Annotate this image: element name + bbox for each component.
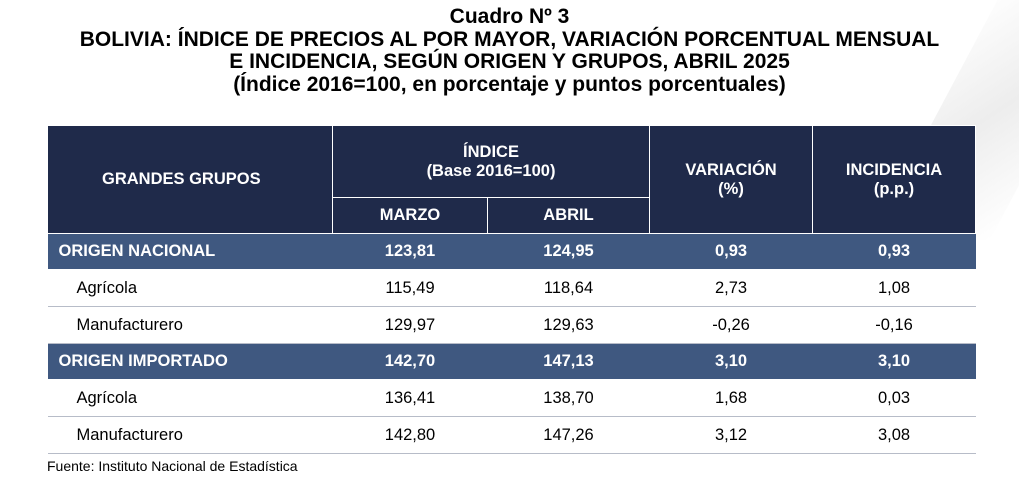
row-abril: 129,63: [487, 306, 650, 344]
table-title-line-2: E INCIDENCIA, SEGÚN ORIGEN Y GRUPOS, ABR…: [229, 50, 790, 73]
price-index-table: GRANDES GRUPOS ÍNDICE (Base 2016=100) VA…: [47, 125, 977, 454]
row-incidencia: 1,08: [812, 269, 976, 307]
header-abril: ABRIL: [486, 197, 651, 234]
row-variacion: 1,68: [649, 379, 813, 417]
table-row: Manufacturero 142,80 147,26 3,12 3,08: [47, 416, 976, 454]
row-abril: 124,95: [487, 233, 650, 270]
row-incidencia: -0,16: [812, 306, 976, 344]
row-marzo: 142,70: [332, 343, 488, 380]
header-variacion-title: VARIACIÓN: [685, 160, 777, 179]
header-variacion-unit: (%): [718, 179, 744, 198]
row-name: Manufacturero: [47, 416, 333, 454]
row-marzo: 123,81: [332, 233, 488, 270]
header-variacion: VARIACIÓN (%): [649, 125, 814, 234]
row-abril: 147,26: [487, 416, 650, 454]
row-incidencia: 3,08: [812, 416, 976, 454]
row-name: Agrícola: [47, 269, 333, 307]
row-variacion: 0,93: [649, 233, 813, 270]
row-variacion: -0,26: [649, 306, 813, 344]
row-abril: 138,70: [487, 379, 650, 417]
table-title-line-1: BOLIVIA: ÍNDICE DE PRECIOS AL POR MAYOR,…: [79, 27, 940, 51]
header-marzo: MARZO: [332, 197, 488, 234]
header-indice-base: (Base 2016=100): [426, 161, 556, 180]
row-name: Manufacturero: [47, 306, 333, 344]
row-incidencia: 3,10: [812, 343, 976, 380]
header-indice-title: ÍNDICE: [463, 142, 519, 161]
row-name: ORIGEN NACIONAL: [47, 233, 333, 270]
source-note: Fuente: Instituto Nacional de Estadístic…: [47, 458, 298, 474]
row-abril: 118,64: [487, 269, 650, 307]
table-row: Manufacturero 129,97 129,63 -0,26 -0,16: [47, 306, 976, 344]
row-variacion: 3,12: [649, 416, 813, 454]
row-marzo: 142,80: [332, 416, 488, 454]
header-incidencia: INCIDENCIA (p.p.): [812, 125, 977, 234]
row-marzo: 115,49: [332, 269, 488, 307]
row-marzo: 136,41: [332, 379, 488, 417]
header-incidencia-unit: (p.p.): [873, 179, 915, 198]
table-row: Agrícola 115,49 118,64 2,73 1,08: [47, 269, 976, 307]
row-variacion: 3,10: [649, 343, 813, 380]
table-number: Cuadro Nº 3: [449, 5, 570, 28]
row-incidencia: 0,93: [812, 233, 976, 270]
row-marzo: 129,97: [332, 306, 488, 344]
header-incidencia-title: INCIDENCIA: [845, 160, 943, 179]
header-indice: ÍNDICE (Base 2016=100): [331, 125, 651, 198]
row-abril: 147,13: [487, 343, 650, 380]
table-row: Agrícola 136,41 138,70 1,68 0,03: [47, 379, 976, 417]
row-name: Agrícola: [47, 379, 333, 417]
row-variacion: 2,73: [649, 269, 813, 307]
table-row-origen-importado: ORIGEN IMPORTADO 142,70 147,13 3,10 3,10: [47, 343, 976, 380]
row-incidencia: 0,03: [812, 379, 976, 417]
table-row-origen-nacional: ORIGEN NACIONAL 123,81 124,95 0,93 0,93: [47, 233, 976, 270]
row-name: ORIGEN IMPORTADO: [47, 343, 333, 380]
table-title-block: Cuadro Nº 3 BOLIVIA: ÍNDICE DE PRECIOS A…: [0, 5, 1019, 96]
header-grandes-grupos: GRANDES GRUPOS: [47, 125, 333, 234]
table-subtitle: (Índice 2016=100, en porcentaje y puntos…: [233, 72, 786, 96]
